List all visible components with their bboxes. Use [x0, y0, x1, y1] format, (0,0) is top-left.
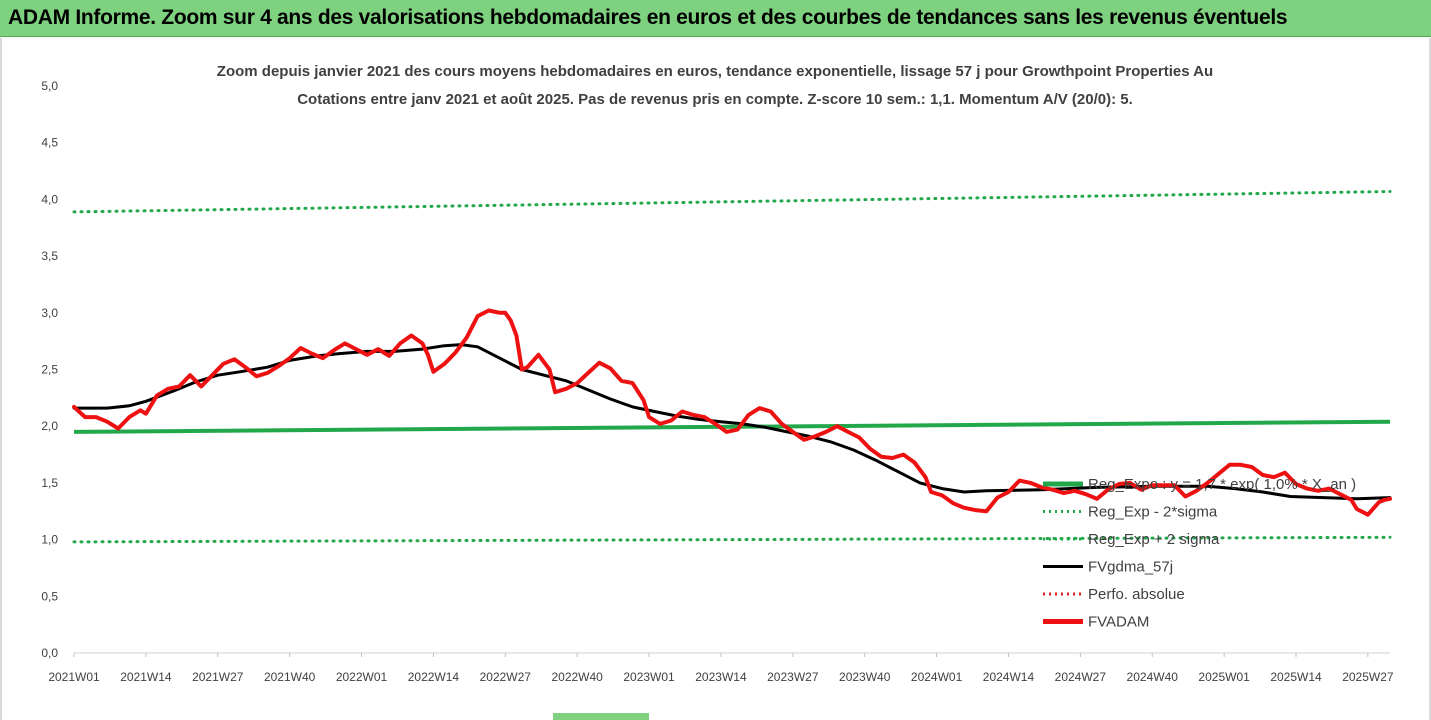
y-tick-label: 4,0 — [41, 192, 58, 206]
title-banner: ADAM Informe. Zoom sur 4 ans des valoris… — [0, 0, 1431, 37]
x-tick-label: 2025W14 — [1270, 670, 1322, 684]
banner-title: ADAM Informe. Zoom sur 4 ans des valoris… — [8, 6, 1288, 29]
y-tick-label: 5,0 — [41, 79, 58, 93]
y-tick-label: 1,0 — [41, 533, 58, 547]
y-tick-label: 2,5 — [41, 363, 58, 377]
y-tick-label: 0,5 — [41, 589, 58, 603]
legend-label: Reg_Exp - 2*sigma — [1088, 504, 1218, 521]
chart-area — [0, 38, 1431, 720]
x-tick-label: 2024W01 — [911, 670, 963, 684]
legend-label: FVADAM — [1088, 614, 1149, 631]
x-tick-label: 2023W27 — [767, 670, 819, 684]
x-tick-label: 2021W27 — [192, 670, 244, 684]
x-tick-label: 2023W14 — [695, 670, 747, 684]
y-tick-label: 3,0 — [41, 306, 58, 320]
bottom-tab-marker — [553, 713, 649, 720]
series-fvgdma-57j-line — [72, 343, 1392, 501]
x-tick-label: 2023W40 — [839, 670, 891, 684]
x-tick-label: 2021W01 — [48, 670, 100, 684]
legend-label: Reg_Exp + 2 sigma — [1088, 531, 1220, 548]
legend: Reg_Expo : y = 1,7 * exp( 1,0% * X_an ) R… — [1043, 476, 1356, 631]
x-tick-label: 2023W01 — [623, 670, 675, 684]
legend-label: Reg_Expo : y = 1,7 * exp( 1,0% * X_an ) — [1088, 476, 1356, 493]
x-tick-label: 2022W40 — [551, 670, 603, 684]
y-tick-label: 4,5 — [41, 136, 58, 150]
chart-title-line2: Cotations entre janv 2021 et août 2025. … — [297, 91, 1133, 108]
legend-label: FVgdma_57j — [1088, 559, 1173, 576]
x-tick-label: 2021W40 — [264, 670, 316, 684]
series-reg-exp-plus-2sigma-line — [72, 190, 1392, 214]
axes: 0,0 0,5 1,0 1,5 2,0 2,5 3,0 3,5 4,0 4,5 5,0 2021W01… — [41, 79, 1394, 684]
x-tick-label: 2021W14 — [120, 670, 172, 684]
x-tick-label: 2024W27 — [1055, 670, 1107, 684]
x-tick-label: 2025W01 — [1198, 670, 1250, 684]
y-tick-label: 2,0 — [41, 419, 58, 433]
y-tick-label: 3,5 — [41, 249, 58, 263]
x-tick-label: 2024W40 — [1127, 670, 1179, 684]
x-tick-label: 2022W14 — [408, 670, 460, 684]
chart-title-line1: Zoom depuis janvier 2021 des cours moyen… — [217, 63, 1213, 80]
y-tick-label: 1,5 — [41, 476, 58, 490]
y-tick-label: 0,0 — [41, 646, 58, 660]
series-fvadam-line — [72, 308, 1392, 517]
series-reg-exp-minus-2sigma-line — [72, 535, 1392, 544]
x-tick-label: 2022W27 — [480, 670, 532, 684]
legend-label: Perfo. absolue — [1088, 586, 1185, 603]
series-reg-expo-line — [73, 419, 1391, 434]
x-tick-label: 2024W14 — [983, 670, 1035, 684]
x-tick-label: 2025W27 — [1342, 670, 1394, 684]
plot-series — [72, 190, 1392, 544]
x-tick-label: 2022W01 — [336, 670, 388, 684]
